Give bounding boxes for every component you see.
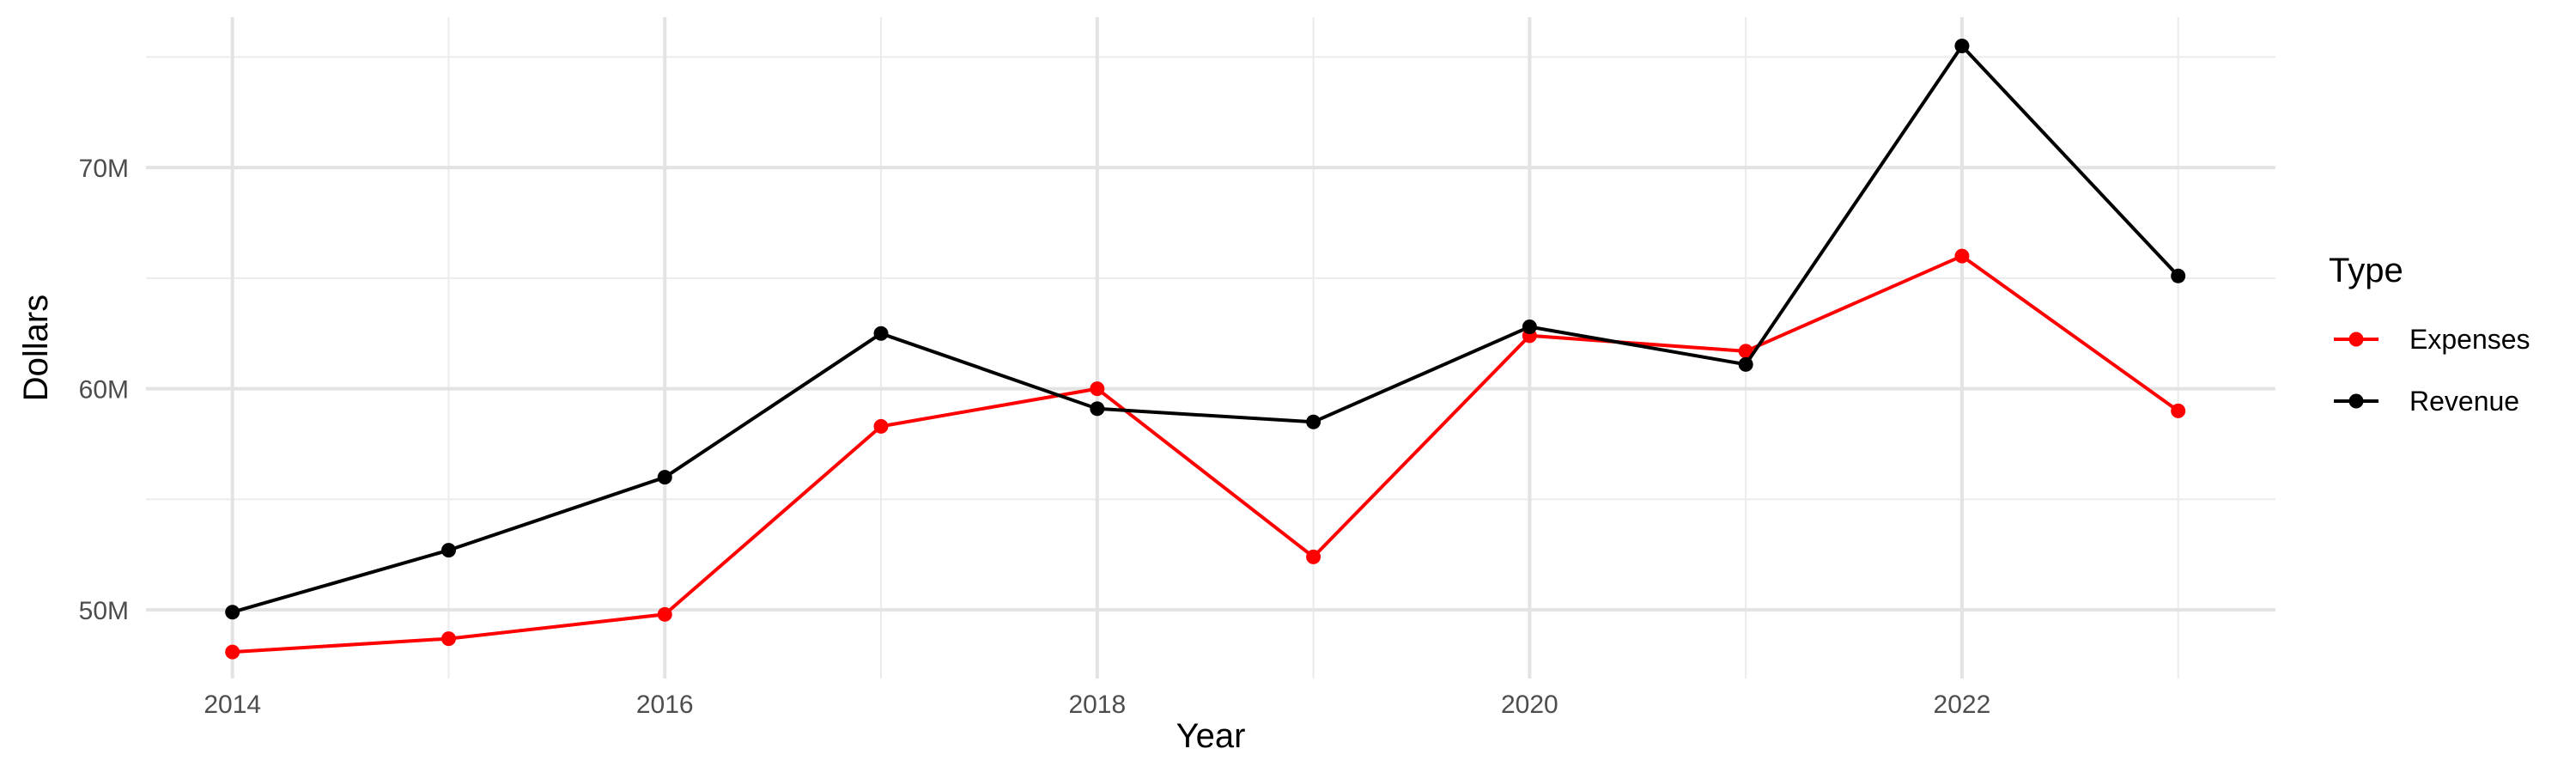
series-line: [232, 44, 2180, 614]
legend-title: Type: [2329, 252, 2403, 289]
y-tick-label: 60M: [79, 376, 129, 405]
data-point: [1090, 401, 1105, 417]
data-point: [1738, 344, 1753, 359]
data-point: [225, 605, 240, 620]
x-tick-label: 2018: [1068, 691, 1126, 719]
data-point: [657, 470, 672, 485]
data-point: [225, 644, 240, 660]
data-point: [1954, 248, 1970, 264]
legend-items: Expenses Revenue: [2334, 324, 2530, 417]
legend-item-revenue: Revenue: [2334, 386, 2519, 417]
x-tick-label: 2022: [1934, 691, 1991, 719]
series-revenue: [225, 38, 2186, 620]
data-point: [1306, 549, 1321, 564]
x-axis-title: Year: [1176, 717, 1246, 755]
legend-label: Revenue: [2409, 386, 2519, 417]
data-point: [873, 418, 889, 434]
legend-point: [2348, 332, 2364, 347]
legend: Type Expenses Revenue: [2329, 252, 2530, 417]
y-axis-title: Dollars: [17, 295, 55, 401]
data-point: [657, 606, 672, 622]
data-point: [2171, 403, 2186, 418]
grid: [146, 17, 2275, 679]
data-point: [2171, 268, 2186, 283]
y-tick-label: 70M: [79, 155, 129, 183]
x-tick-label: 2020: [1501, 691, 1558, 719]
data-point: [1522, 320, 1537, 335]
data-point: [1738, 356, 1753, 372]
data-point: [1954, 38, 1970, 53]
data-point: [1090, 381, 1105, 397]
series-expenses: [225, 248, 2186, 660]
legend-point: [2348, 393, 2364, 409]
data-point: [1306, 414, 1321, 429]
series-line: [232, 254, 2179, 654]
y-tick-label: 50M: [79, 597, 129, 625]
data-point: [440, 543, 456, 558]
x-tick-label: 2014: [204, 691, 261, 719]
data-point: [873, 326, 889, 341]
legend-label: Expenses: [2409, 324, 2530, 355]
series-lines: [225, 38, 2186, 660]
axes: 2014 2016 2018 2020 2022 50M 60M 70M: [79, 155, 1991, 719]
data-point: [440, 631, 456, 647]
x-tick-label: 2016: [636, 691, 694, 719]
legend-item-expenses: Expenses: [2334, 324, 2530, 355]
